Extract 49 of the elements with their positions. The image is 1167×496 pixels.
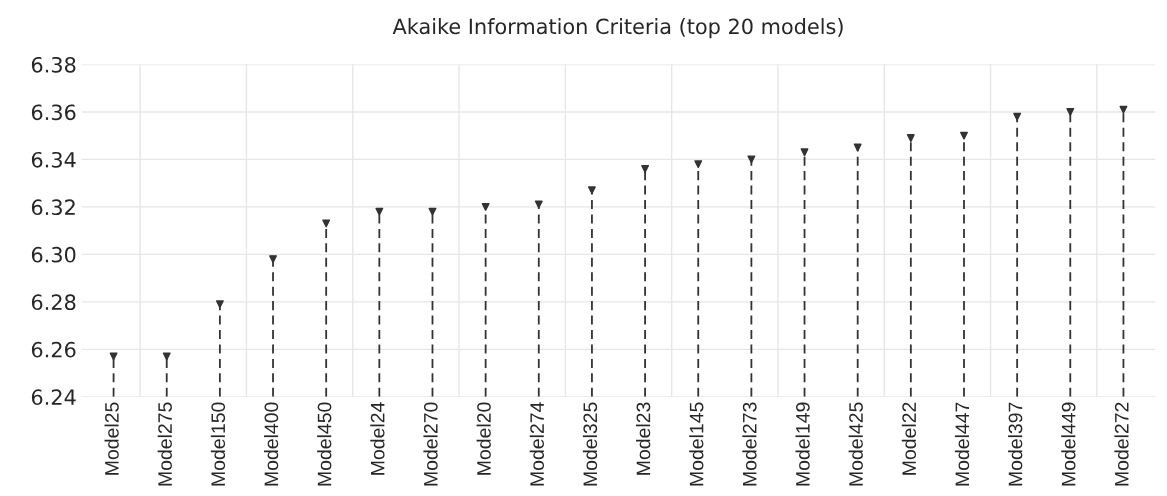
point <box>853 143 862 152</box>
point <box>162 352 171 361</box>
x-tick-label: Model270 <box>423 402 438 486</box>
x-tick-label: Model22 <box>901 402 917 475</box>
x-tick-label: Model397 <box>1008 402 1023 486</box>
chart-title: Akaike Information Criteria (top 20 models) <box>392 18 843 39</box>
y-tick-label: 6.28 <box>31 294 76 311</box>
x-tick-label: Model149 <box>795 402 810 486</box>
point <box>906 134 915 143</box>
point <box>587 186 596 195</box>
x-tick-label: Model449 <box>1061 402 1076 486</box>
point <box>481 202 490 211</box>
x-tick-label: Model23 <box>636 402 651 475</box>
point <box>322 219 331 228</box>
point <box>534 200 543 209</box>
point <box>375 207 384 216</box>
x-tick-label: Model450 <box>317 402 332 486</box>
y-tick-label: 6.36 <box>31 104 76 121</box>
point <box>800 148 809 157</box>
x-tick-label: Model145 <box>689 402 704 486</box>
x-tick-label: Model150 <box>210 402 226 486</box>
point <box>215 300 224 309</box>
point <box>747 155 756 164</box>
x-tick-label: Model24 <box>370 402 385 475</box>
x-tick-label: Model273 <box>742 402 757 486</box>
x-tick-label: Model20 <box>476 402 491 475</box>
x-tick-label: Model25 <box>104 402 119 475</box>
y-tick-label: 6.32 <box>31 199 75 216</box>
x-tick-label: Model275 <box>157 402 172 486</box>
x-tick-label: Model400 <box>263 402 279 486</box>
point <box>1066 108 1075 116</box>
point <box>109 352 118 361</box>
y-tick-label: 6.38 <box>31 56 76 73</box>
x-tick-label: Model325 <box>582 402 598 486</box>
point <box>641 164 650 173</box>
point <box>428 207 437 216</box>
point <box>1119 105 1128 114</box>
point <box>269 255 277 264</box>
x-tick-label: Model425 <box>848 402 863 486</box>
y-tick-label: 6.34 <box>31 151 76 168</box>
point <box>694 160 703 169</box>
x-tick-label: Model272 <box>1114 402 1129 486</box>
point <box>1013 112 1022 121</box>
point <box>960 131 968 140</box>
y-tick-label: 6.26 <box>31 341 76 358</box>
y-tick-label: 6.30 <box>31 246 76 263</box>
x-tick-label: Model274 <box>529 402 544 486</box>
x-tick-label: Model447 <box>954 402 970 486</box>
y-tick-label: 6.24 <box>31 389 76 406</box>
